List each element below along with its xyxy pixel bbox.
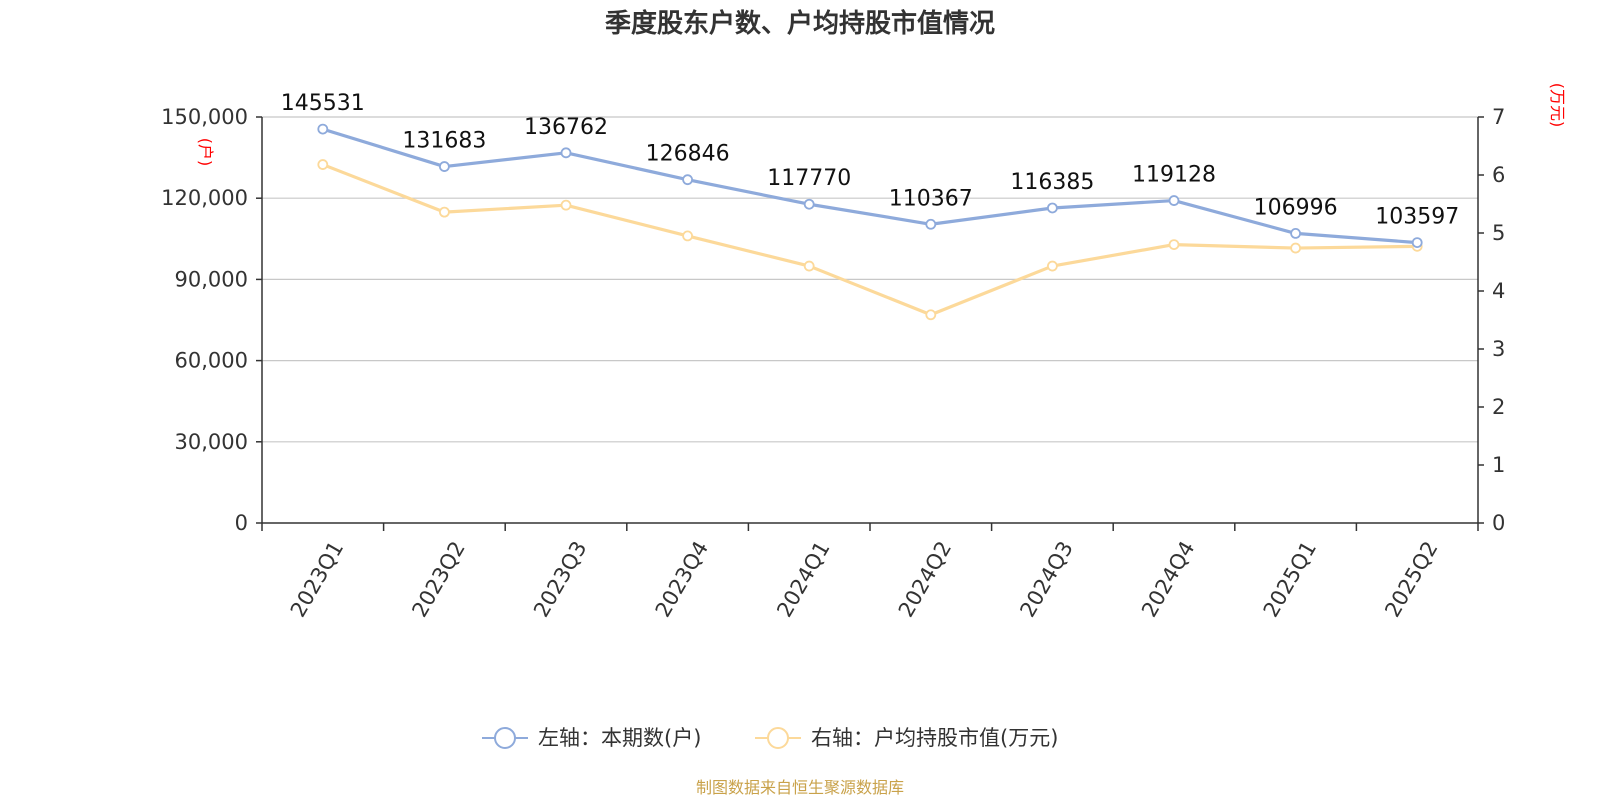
- point-households[interactable]: [1168, 195, 1180, 206]
- left-tick-label: 0: [235, 511, 248, 535]
- x-tick-label: 2023Q3: [529, 537, 591, 621]
- point-households[interactable]: [1047, 202, 1058, 214]
- point-households[interactable]: [925, 218, 937, 230]
- right-tick-label: 2: [1492, 395, 1505, 419]
- right-tick-label: 1: [1492, 453, 1505, 477]
- point-households[interactable]: [803, 198, 815, 210]
- point-households[interactable]: [317, 123, 329, 135]
- x-tick-label: 2023Q4: [651, 537, 713, 621]
- data-label: 106996: [1254, 195, 1338, 220]
- data-label: 126846: [646, 142, 730, 167]
- left-tick-label: 60,000: [175, 349, 248, 373]
- x-tick-label: 2023Q1: [286, 537, 348, 621]
- right-axis-unit: (万元): [1548, 83, 1567, 128]
- legend-item-avg-value[interactable]: 右轴：户均持股市值(万元): [755, 726, 1058, 750]
- right-tick-label: 5: [1492, 221, 1505, 245]
- point-households[interactable]: [1411, 237, 1423, 248]
- point-avg-value[interactable]: [925, 309, 937, 321]
- data-label: 131683: [402, 129, 486, 154]
- legend-marker-avg-value: [767, 727, 789, 749]
- x-tick-label: 2024Q2: [894, 537, 956, 621]
- right-axis-ticks: 0 1 2 3 4 5 6 7: [1478, 105, 1505, 535]
- data-label: 145531: [281, 91, 365, 116]
- series-line-households: [322, 127, 1418, 245]
- right-tick-label: 7: [1492, 105, 1505, 129]
- legend[interactable]: 左轴：本期数(户) 右轴：户均持股市值(万元): [482, 726, 1058, 750]
- data-label: 110367: [889, 186, 973, 211]
- left-tick-label: 30,000: [175, 430, 248, 454]
- point-households[interactable]: [682, 174, 693, 186]
- data-label: 136762: [524, 115, 608, 140]
- x-axis-ticks: 2023Q1 2023Q2 2023Q3 2023Q4 2024Q1 2024Q2 2024…: [261, 523, 1479, 621]
- point-avg-value[interactable]: [1290, 242, 1301, 254]
- point-avg-value[interactable]: [803, 260, 815, 272]
- data-label: 119128: [1132, 163, 1216, 188]
- point-households[interactable]: [1290, 227, 1301, 239]
- left-tick-label: 120,000: [161, 186, 248, 210]
- x-tick-label: 2024Q3: [1015, 537, 1077, 621]
- legend-item-households[interactable]: 左轴：本期数(户): [482, 726, 701, 750]
- point-avg-value[interactable]: [560, 199, 572, 211]
- data-label: 116385: [1010, 170, 1094, 195]
- x-tick-label: 2025Q1: [1259, 537, 1321, 621]
- point-households[interactable]: [438, 161, 450, 172]
- point-avg-value[interactable]: [682, 230, 693, 242]
- left-axis-unit: (户): [196, 138, 215, 167]
- x-tick-label: 2023Q2: [407, 537, 469, 621]
- x-tick-label: 2024Q1: [772, 537, 834, 621]
- x-tick-label: 2025Q2: [1380, 537, 1442, 621]
- legend-label-avg-value: 右轴：户均持股市值(万元): [811, 726, 1058, 750]
- legend-marker-households: [494, 727, 516, 749]
- x-tick-label: 2024Q4: [1137, 537, 1199, 621]
- point-avg-value[interactable]: [317, 159, 329, 170]
- left-tick-label: 90,000: [175, 267, 248, 291]
- right-tick-label: 4: [1492, 279, 1505, 303]
- axes: [261, 117, 1479, 524]
- point-avg-value[interactable]: [1168, 239, 1180, 251]
- data-label: 117770: [767, 166, 851, 191]
- legend-label-households: 左轴：本期数(户): [538, 726, 701, 750]
- right-tick-label: 3: [1492, 337, 1505, 361]
- data-label: 103597: [1375, 205, 1459, 230]
- point-avg-value[interactable]: [438, 206, 450, 218]
- right-tick-label: 6: [1492, 163, 1505, 187]
- source-note: 制图数据来自恒生聚源数据库: [696, 778, 904, 797]
- series: [317, 123, 1423, 321]
- left-tick-label: 150,000: [161, 105, 248, 129]
- data-labels: 145531 131683 136762 126846 117770 110367 1163…: [281, 91, 1459, 230]
- right-tick-label: 0: [1492, 511, 1505, 535]
- left-axis-ticks: 0 30,000 60,000 90,000 120,000 150,000: [161, 105, 262, 535]
- point-households[interactable]: [560, 147, 572, 159]
- grid: [262, 116, 1478, 443]
- series-line-avg-value: [322, 163, 1418, 317]
- chart-title: 季度股东户数、户均持股市值情况: [605, 8, 995, 39]
- point-avg-value[interactable]: [1047, 260, 1058, 272]
